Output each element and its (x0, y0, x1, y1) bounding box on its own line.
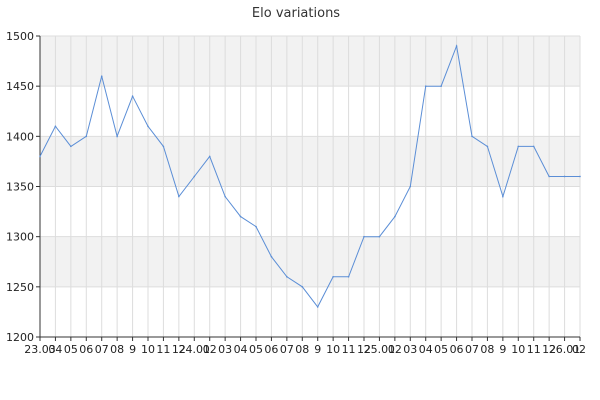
x-tick-label: 10 (511, 343, 525, 356)
x-tick-label: 05 (249, 343, 263, 356)
elo-data-point (440, 85, 442, 87)
elo-data-point (455, 45, 458, 47)
elo-data-point (131, 95, 134, 97)
x-tick-label: 24.01 (179, 343, 211, 356)
x-tick-label: 10 (141, 343, 155, 356)
x-tick-label: 02 (388, 343, 402, 356)
x-tick-label: 04 (48, 343, 62, 356)
plot-band (40, 36, 580, 87)
x-tick-label: 04 (419, 343, 433, 356)
elo-data-point (409, 185, 412, 188)
x-tick-label: 9 (314, 343, 321, 356)
plot-band (40, 236, 580, 287)
elo-data-point (301, 286, 304, 288)
chart-title: Elo variations (252, 6, 340, 21)
x-tick-label: 9 (499, 343, 506, 356)
x-tick-label: 02 (572, 343, 586, 356)
plot-band (40, 136, 580, 187)
elo-data-point (162, 145, 165, 148)
x-tick-label: 05 (64, 343, 78, 356)
x-tick-label: 06 (264, 343, 278, 356)
elo-data-point (270, 255, 273, 258)
elo-series-line (39, 44, 580, 308)
elo-data-point (563, 175, 566, 178)
axes (36, 35, 581, 341)
x-tick-label: 03 (218, 343, 232, 356)
x-tick-label: 02 (203, 343, 217, 356)
y-tick-label: 1250 (6, 281, 34, 294)
x-tick-label: 25.01 (364, 343, 396, 356)
elo-data-point (178, 195, 180, 198)
elo-data-point (579, 175, 581, 178)
x-tick-label: 07 (280, 343, 294, 356)
elo-data-point (394, 215, 396, 218)
y-tick-labels: 1200 1250 1300 1350 1400 1450 1500 (6, 30, 34, 344)
elo-data-point (116, 135, 118, 138)
x-tick-label: 11 (156, 343, 170, 356)
x-tick-label: 05 (434, 343, 448, 356)
x-tick-label: 12 (357, 343, 371, 356)
x-tick-label: 06 (450, 343, 464, 356)
y-tick-label: 1500 (6, 30, 34, 43)
x-tick-label: 11 (342, 343, 356, 356)
elo-data-point (193, 175, 196, 178)
x-tick-label: 07 (465, 343, 479, 356)
x-tick-label: 11 (527, 343, 541, 356)
elo-data-point (100, 75, 103, 77)
x-tick-label: 03 (403, 343, 417, 356)
y-tick-label: 1400 (6, 130, 34, 143)
y-tick-label: 1450 (6, 80, 34, 93)
x-tick-label: 08 (110, 343, 124, 356)
x-tick-label: 9 (129, 343, 136, 356)
y-tick-label: 1350 (6, 181, 34, 194)
elo-data-point (517, 145, 520, 148)
x-tick-label: 08 (295, 343, 309, 356)
elo-data-point (54, 125, 57, 128)
elo-data-point (363, 235, 365, 238)
elo-data-point (548, 175, 550, 178)
elo-data-point (332, 276, 334, 278)
y-tick-label: 1300 (6, 231, 34, 244)
x-tick-label: 06 (79, 343, 93, 356)
plot-bands (40, 36, 580, 287)
elo-data-point (424, 85, 427, 87)
elo-data-point (85, 135, 88, 138)
elo-data-point (502, 195, 504, 198)
elo-data-point (39, 155, 41, 158)
elo-data-point (70, 145, 72, 148)
elo-data-point (316, 306, 319, 308)
elo-data-point (471, 135, 473, 138)
x-tick-label: 26.01 (549, 343, 581, 356)
x-tick-label: 07 (95, 343, 109, 356)
y-tick-label: 1200 (6, 331, 34, 344)
elo-data-point (532, 145, 535, 148)
elo-data-point (347, 276, 350, 278)
x-tick-label: 12 (172, 343, 186, 356)
series-group (39, 44, 581, 308)
elo-data-point (224, 195, 226, 198)
elo-data-point (378, 235, 381, 238)
x-tick-label: 12 (542, 343, 556, 356)
elo-data-point (239, 215, 242, 218)
elo-data-point (255, 225, 257, 228)
x-tick-label: 10 (326, 343, 340, 356)
x-tick-label: 08 (480, 343, 494, 356)
elo-data-point (486, 145, 489, 148)
elo-data-point (286, 276, 288, 278)
elo-data-point (147, 125, 149, 128)
elo-data-point (208, 155, 211, 158)
x-tick-label: 23.03 (24, 343, 56, 356)
x-tick-label: 04 (234, 343, 248, 356)
